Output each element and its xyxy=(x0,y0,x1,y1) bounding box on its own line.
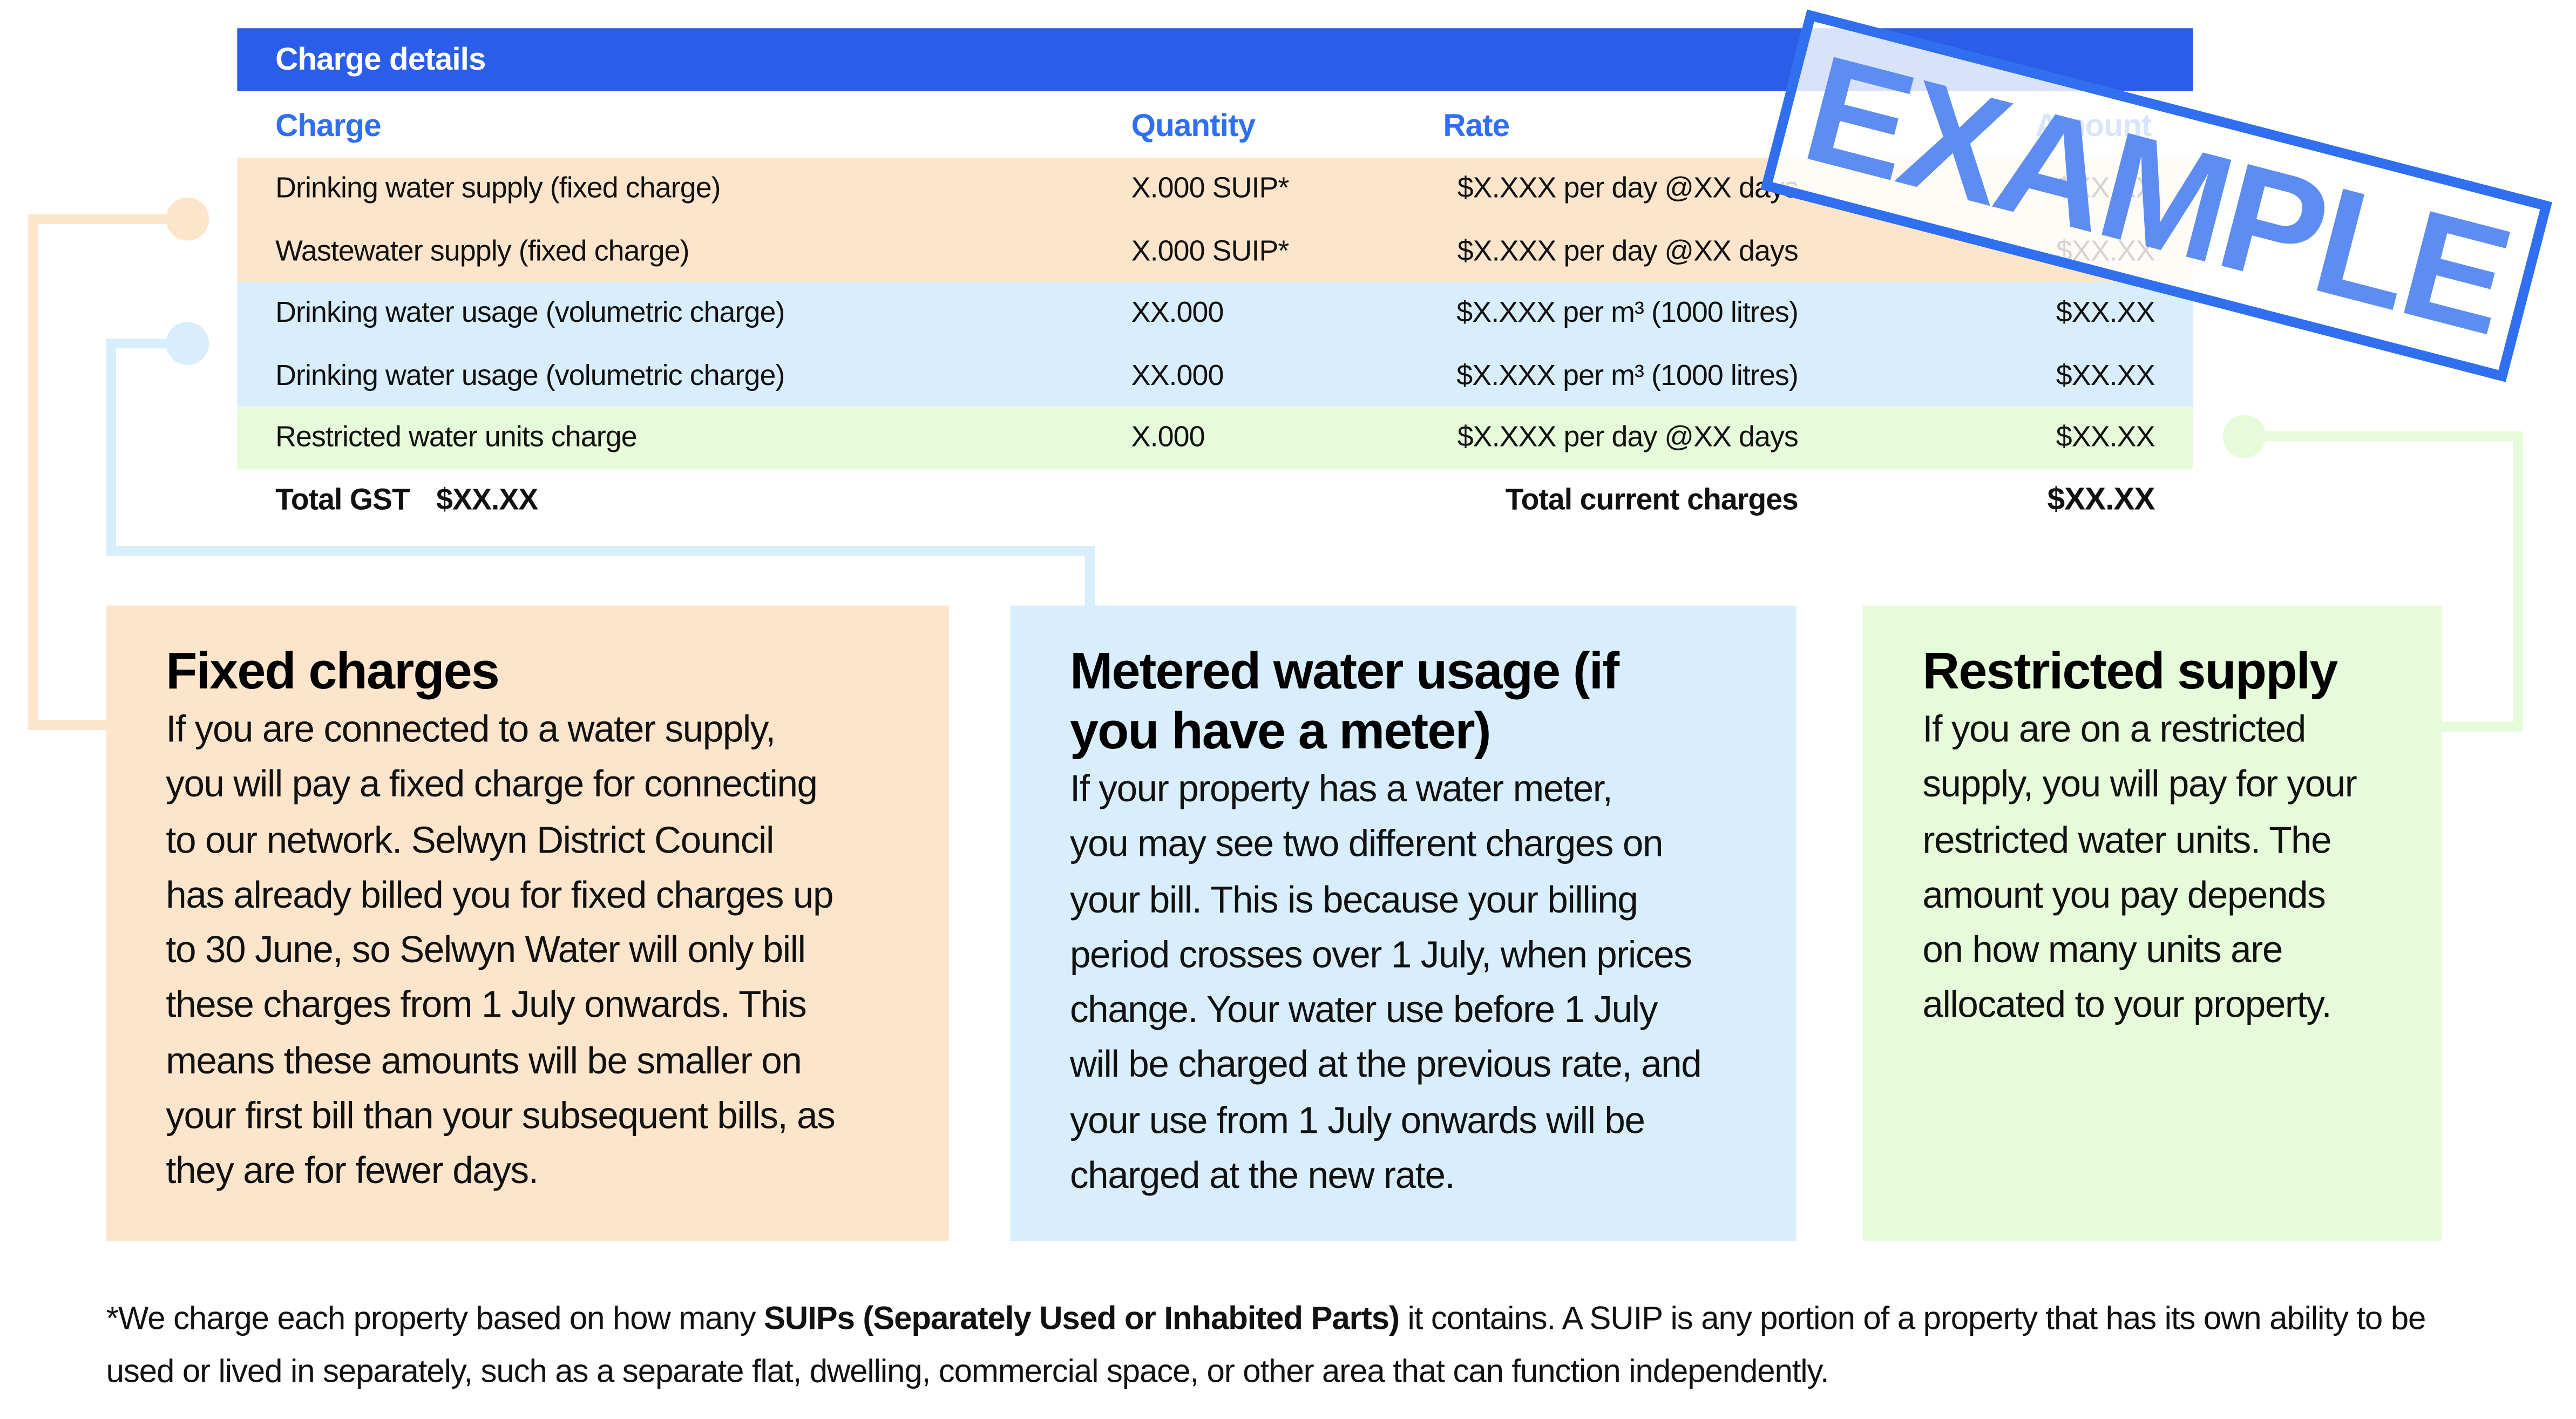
box-text: your use from 1 July onwards will be xyxy=(1069,1099,1645,1141)
box-text: has already billed you for fixed charges… xyxy=(166,874,833,916)
column-header: Rate xyxy=(1443,109,1510,145)
box-text: means these amounts will be smaller on xyxy=(166,1039,802,1082)
box-title: Fixed charges xyxy=(166,642,500,700)
info-box: Restricted supply If you are on a restric… xyxy=(1862,605,2442,1241)
info-box: Fixed charges If you are connected to a w… xyxy=(106,605,949,1241)
table-row xyxy=(237,282,2193,344)
connector-fixed xyxy=(28,214,188,731)
column-header: Quantity xyxy=(1131,109,1256,145)
box-text: If you are connected to a water supply, xyxy=(166,708,776,750)
box-text: on how many units are xyxy=(1922,929,2283,971)
table-cell: $XX.XX xyxy=(2056,420,2155,453)
table-cell: Wastewater supply (fixed charge) xyxy=(275,233,689,267)
table-cell: XX.000 xyxy=(1131,357,1224,391)
table-cell: $X.XXX per m³ (1000 litres) xyxy=(1456,357,1799,391)
box-text: they are for fewer days. xyxy=(166,1150,539,1192)
table-cell: $X.XXX per day @XX days xyxy=(1457,171,1799,204)
box-text: these charges from 1 July onwards. This xyxy=(166,984,806,1026)
table-cell: Drinking water usage (volumetric charge) xyxy=(275,357,785,391)
table-row xyxy=(237,220,2193,282)
table-row xyxy=(237,406,2193,469)
box-text: If you are on a restricted xyxy=(1922,708,2306,750)
header-title: Charge details xyxy=(275,43,486,78)
box-text: to 30 June, so Selwyn Water will only bi… xyxy=(166,929,806,971)
table-cell: $XX.XX xyxy=(2056,295,2155,329)
box-text: change. Your water use before 1 July xyxy=(1069,989,1658,1031)
table-cell: $X.XXX per day @XX days xyxy=(1457,233,1799,267)
table-cell: Drinking water usage (volumetric charge) xyxy=(275,295,785,329)
total-gst-value: $XX.XX xyxy=(436,483,538,516)
box-text: your first bill than your subsequent bil… xyxy=(166,1095,836,1137)
box-text: If your property has a water meter, xyxy=(1069,768,1613,810)
box-text: period crosses over 1 July, when prices xyxy=(1069,934,1692,976)
box-text: supply, you will pay for your xyxy=(1922,763,2357,806)
box-text: your bill. This is because your billing xyxy=(1069,879,1638,921)
box-text: restricted water units. The xyxy=(1922,819,2331,861)
box-text: to our network. Selwyn District Council xyxy=(166,819,774,861)
box-text: you may see two different charges on xyxy=(1069,823,1663,865)
dot-restricted xyxy=(2222,415,2266,458)
box-text: amount you pay depends xyxy=(1922,874,2326,916)
total-gst-label: Total GST xyxy=(275,483,410,516)
total-label: Total current charges xyxy=(1505,483,1799,516)
box-text: will be charged at the previous rate, an… xyxy=(1069,1044,1702,1086)
table-cell: X.000 SUIP* xyxy=(1131,171,1290,204)
dot-fixed xyxy=(166,197,209,241)
dot-metered xyxy=(166,322,209,366)
table-cell: XX.000 xyxy=(1131,295,1224,329)
table-cell: $X.XXX per day @XX days xyxy=(1457,420,1799,453)
connector-metered xyxy=(106,338,1095,606)
footnote-bold: SUIPs (Separately Used or Inhabited Part… xyxy=(764,1301,1400,1337)
table-cell: Drinking water supply (fixed charge) xyxy=(275,171,721,204)
table-cell: X.000 xyxy=(1131,420,1205,453)
total-value: $XX.XX xyxy=(2047,483,2155,518)
box-text: allocated to your property. xyxy=(1922,984,2331,1026)
table-cell: X.000 SUIP* xyxy=(1131,233,1290,267)
table-cell: Restricted water units charge xyxy=(275,420,638,453)
box-text: you will pay a fixed charge for connecti… xyxy=(166,763,818,806)
box-text: charged at the new rate. xyxy=(1069,1154,1455,1197)
footnote-text: it contains. A SUIP is any portion of a … xyxy=(106,1301,2426,1390)
table-cell: $XX.XX xyxy=(2056,357,2155,391)
box-title: Restricted supply xyxy=(1922,642,2338,700)
connector-restricted xyxy=(2244,431,2523,732)
footnote: *We charge each property based on how ma… xyxy=(106,1294,2429,1399)
table-cell: $X.XXX per m³ (1000 litres) xyxy=(1456,295,1799,329)
table-row xyxy=(237,344,2193,407)
column-header: Charge xyxy=(275,109,382,145)
footnote-text: *We charge each property based on how ma… xyxy=(106,1301,764,1337)
info-box: Metered water usage (if you have a meter… xyxy=(1010,605,1797,1241)
box-title: Metered water usage (if you have a meter… xyxy=(1069,642,1619,760)
